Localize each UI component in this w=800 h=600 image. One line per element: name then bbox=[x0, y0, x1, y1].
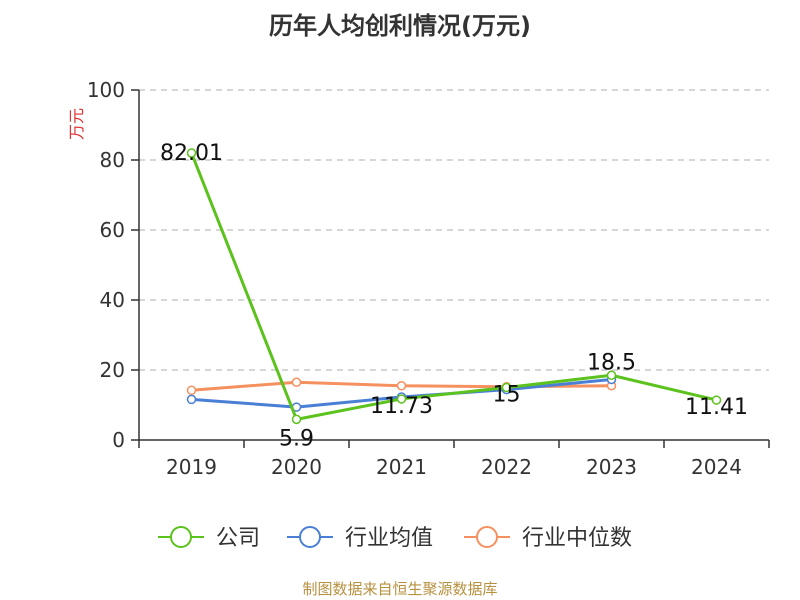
legend-label-industry_median: 行业中位数 bbox=[522, 526, 632, 551]
y-tick-label: 80 bbox=[100, 148, 125, 172]
data-point-industry_median bbox=[291, 377, 302, 387]
data-label: 5.9 bbox=[279, 426, 314, 451]
data-label: 82.01 bbox=[160, 141, 223, 166]
y-tick-label: 60 bbox=[100, 218, 125, 242]
y-tick-label: 0 bbox=[112, 428, 125, 452]
series-line-company bbox=[190, 152, 717, 421]
x-tick-label: 2019 bbox=[166, 455, 217, 479]
x-tick-label: 2024 bbox=[691, 455, 742, 479]
data-label: 11.41 bbox=[685, 395, 748, 420]
legend-marker-industry_median bbox=[476, 526, 498, 548]
data-label-layer: 82.01 5.9 11.73 15 18.5 11.41 bbox=[160, 141, 748, 451]
legend-label-company: 公司 bbox=[216, 526, 260, 551]
legend-marker-industry_avg bbox=[299, 526, 321, 548]
data-point-company bbox=[186, 148, 197, 158]
axis-layer: 0 20 40 60 80 100 2019 2020 2021 2022 2023 2024 万元 bbox=[67, 78, 770, 479]
data-point-company bbox=[396, 394, 407, 404]
x-tick-label: 2022 bbox=[481, 455, 532, 479]
y-axis-unit-label: 万元 bbox=[67, 108, 86, 140]
data-label: 11.73 bbox=[370, 394, 433, 419]
y-tick-label: 100 bbox=[87, 78, 125, 102]
grid-layer bbox=[139, 89, 769, 371]
data-label: 15 bbox=[493, 383, 521, 408]
y-tick-label: 20 bbox=[100, 358, 125, 382]
data-point-company bbox=[291, 414, 302, 425]
data-label: 18.5 bbox=[587, 350, 636, 375]
chart-title: 历年人均创利情况(万元) bbox=[269, 12, 531, 40]
x-tick-label: 2021 bbox=[376, 455, 427, 479]
data-point-company bbox=[606, 370, 617, 380]
data-point-industry_avg bbox=[186, 394, 197, 405]
series-layer bbox=[186, 148, 722, 425]
y-tick-label: 40 bbox=[100, 288, 125, 312]
data-point-company bbox=[711, 395, 722, 405]
source-footer: 制图数据来自恒生聚源数据库 bbox=[302, 580, 498, 598]
x-tick-label: 2020 bbox=[271, 455, 322, 479]
legend: 公司 行业均值 行业中位数 bbox=[158, 526, 632, 551]
legend-marker-company bbox=[170, 526, 192, 548]
legend-label-industry_avg: 行业均值 bbox=[345, 526, 433, 551]
data-point-industry_median bbox=[396, 381, 407, 391]
data-point-company bbox=[501, 382, 512, 393]
x-tick-label: 2023 bbox=[586, 455, 637, 479]
data-point-industry_median bbox=[186, 385, 197, 396]
